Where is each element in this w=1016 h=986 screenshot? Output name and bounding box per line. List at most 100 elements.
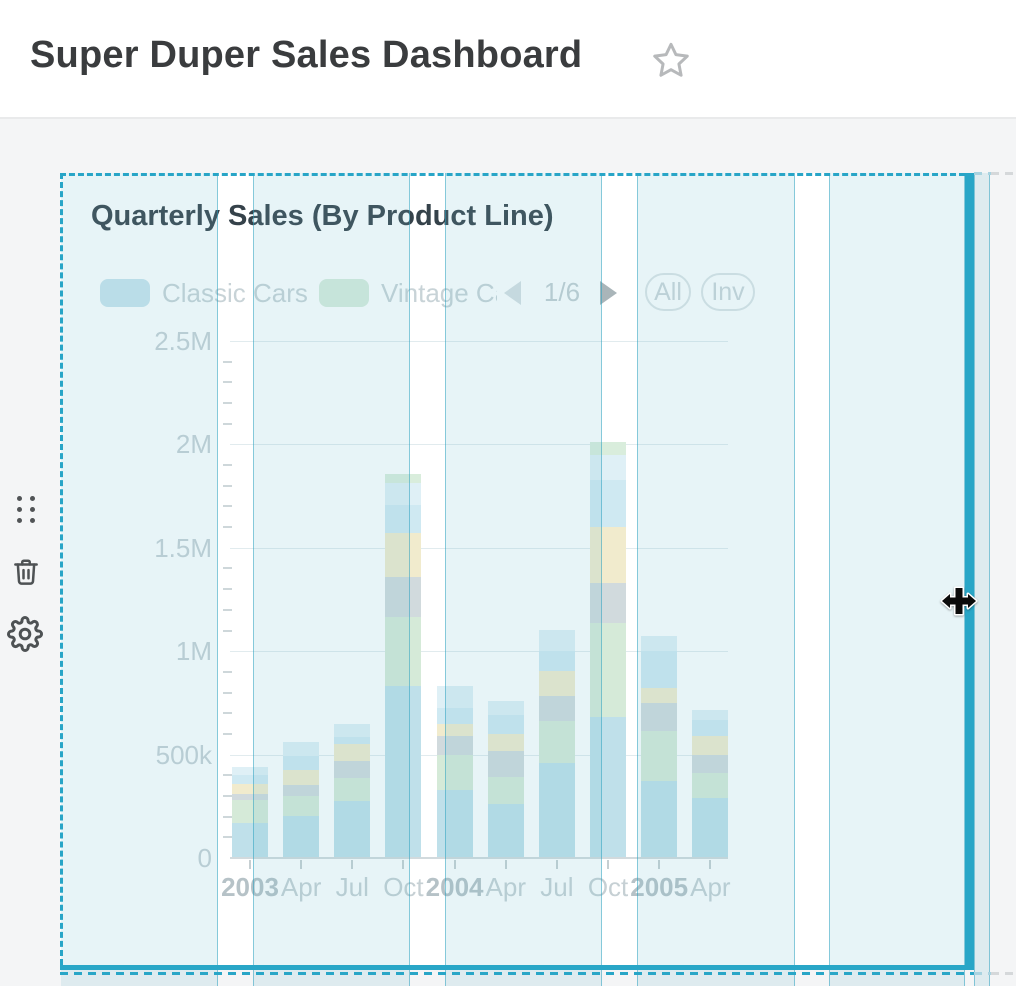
legend-swatch	[319, 279, 369, 307]
bar[interactable]	[232, 767, 268, 858]
bar[interactable]	[641, 636, 678, 858]
y-axis-label: 0	[197, 843, 212, 873]
bar-segment	[590, 480, 627, 528]
stacked-bar-chart: 0 500k 1M 1.5M 2M 2.5M 2003 Apr Jul Oct 2004 Apr Jul…	[60, 173, 965, 965]
bar-segment	[436, 735, 473, 755]
bar-segment	[538, 651, 575, 672]
legend-filter-button-all[interactable]: All	[645, 273, 691, 311]
y-axis-minor-tick	[223, 505, 232, 508]
placeholder-dash-bottom	[60, 972, 974, 975]
x-axis-label: 2003	[221, 872, 279, 902]
y-gridline	[230, 444, 728, 446]
bar-segment	[436, 686, 473, 709]
bar-segment	[692, 773, 729, 799]
bar-segment	[538, 630, 575, 651]
bar[interactable]	[590, 442, 627, 858]
x-axis-tick	[402, 860, 405, 869]
bar[interactable]	[436, 686, 473, 858]
bar[interactable]	[283, 742, 320, 858]
x-axis-tick	[453, 860, 456, 869]
x-axis-label: Jul	[540, 872, 574, 902]
x-axis-label: Jul	[335, 872, 369, 902]
x-axis-tick	[249, 860, 251, 869]
x-axis-tick	[658, 860, 661, 869]
placeholder-dash-top-right	[974, 172, 991, 175]
y-axis-label: 1.5M	[154, 532, 212, 563]
bar-segment	[232, 794, 268, 801]
drag-handle-button[interactable]	[17, 496, 39, 526]
x-axis-line	[230, 857, 728, 859]
bar[interactable]	[385, 474, 422, 858]
y-gridline	[230, 651, 728, 653]
y-axis-minor-tick	[223, 360, 232, 363]
y-axis-minor-tick	[223, 567, 232, 570]
x-axis-tick	[709, 860, 712, 869]
bar-segment	[590, 623, 627, 718]
legend-prev-button[interactable]	[504, 274, 521, 312]
y-axis-minor-tick	[223, 670, 232, 673]
bar[interactable]	[487, 701, 524, 858]
bar[interactable]	[692, 710, 729, 858]
bar-segment	[641, 731, 678, 782]
x-axis-tick	[555, 860, 558, 869]
bar-segment	[385, 505, 422, 534]
bar-segment	[590, 717, 627, 858]
bar-segment	[590, 442, 627, 456]
chevron-left-icon	[504, 281, 521, 305]
y-axis-minor-tick	[223, 815, 232, 818]
placeholder-dash-top-far	[991, 172, 1016, 175]
legend-next-button[interactable]	[600, 274, 617, 312]
legend-item[interactable]: Vintage Ca	[319, 274, 497, 312]
bar-segment	[385, 686, 422, 858]
legend-filter-button-inv[interactable]: Inv	[701, 273, 755, 311]
x-axis-tick	[300, 860, 303, 869]
y-axis-minor-tick	[223, 712, 232, 715]
chart-widget-panel[interactable]: Quarterly Sales (By Product Line) Classi…	[60, 173, 965, 965]
y-axis-minor-tick	[223, 484, 232, 487]
bar-segment	[641, 636, 678, 652]
bar-segment	[487, 734, 524, 752]
y-axis-label: 500k	[155, 739, 212, 770]
resize-handle-bottom[interactable]	[60, 965, 974, 970]
page-title: Super Duper Sales Dashboard	[30, 34, 583, 76]
bar-segment	[538, 696, 575, 722]
legend-filter-buttons: All Inv	[60, 173, 965, 965]
legend-label: Vintage Ca	[381, 277, 497, 308]
bar-segment	[590, 527, 627, 584]
bar-segment	[334, 737, 371, 745]
bar-segment	[487, 751, 524, 778]
x-axis-label: Apr	[485, 872, 526, 902]
y-axis-minor-tick	[223, 691, 232, 694]
x-axis-tick	[504, 860, 507, 869]
bar-segment	[487, 804, 524, 858]
widget-settings-button[interactable]	[7, 615, 43, 655]
bar[interactable]	[538, 630, 575, 858]
bar-segment	[385, 533, 422, 578]
resize-handle-right[interactable]	[965, 173, 974, 970]
delete-widget-button[interactable]	[11, 553, 41, 591]
legend-item[interactable]: Classic Cars	[100, 274, 308, 312]
y-axis-minor-tick	[223, 526, 232, 529]
y-axis-minor-tick	[223, 629, 232, 632]
legend-swatch	[100, 279, 150, 307]
bar-segment	[232, 767, 268, 776]
bar-segment	[692, 798, 729, 858]
bar-segment	[436, 724, 473, 736]
y-axis-minor-tick	[223, 836, 232, 839]
bar-segment	[334, 778, 371, 802]
bar-segment	[334, 744, 371, 762]
bar-segment	[334, 761, 371, 779]
y-axis-minor-tick	[223, 774, 232, 777]
legend-label: Classic Cars	[162, 277, 308, 308]
x-axis-tick	[351, 860, 354, 869]
bar-segment	[590, 455, 627, 481]
bar-segment	[334, 801, 371, 858]
bar[interactable]	[334, 724, 371, 858]
chevron-right-icon	[600, 281, 617, 305]
bar-segment	[232, 800, 268, 824]
y-axis-minor-tick	[223, 588, 232, 591]
placeholder-dash-bottom-far	[991, 972, 1016, 975]
bar-segment	[487, 701, 524, 716]
favorite-star-button[interactable]	[650, 40, 692, 82]
bar-segment	[641, 781, 678, 858]
